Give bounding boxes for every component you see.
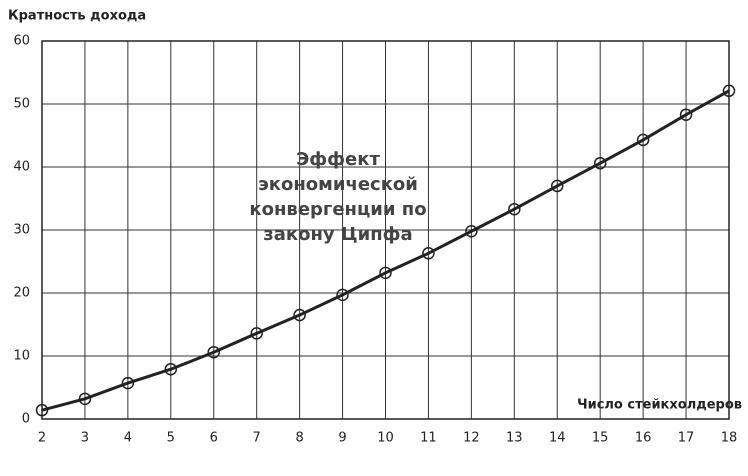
y-tick-label: 10 [13,349,30,364]
data-point [78,392,92,406]
x-tick-label: 9 [338,431,346,446]
data-point [551,179,564,193]
data-point [636,133,650,147]
annotation: закону Ципфа [263,224,412,245]
plot-border [41,40,730,420]
data-point [722,84,736,98]
data-point [508,202,521,216]
data-point [593,156,607,170]
data-point [35,403,49,417]
data-point [422,247,435,260]
y-axis-title: Кратность дохода [8,9,146,24]
x-axis-title: Число стейкхолдеров [577,398,742,413]
data-point [164,362,178,376]
x-tick-label: 3 [81,431,89,446]
x-tick-label: 2 [38,431,46,446]
x-tick-label: 12 [463,431,480,446]
x-tick-label: 17 [678,431,695,446]
x-tick-label: 5 [167,431,175,446]
y-tick-label: 50 [13,97,30,112]
data-point [379,266,392,280]
data-point [207,345,220,359]
x-tick-label: 4 [124,431,132,446]
y-tick-label: 30 [13,223,30,238]
x-tick-label: 6 [210,431,218,446]
x-tick-label: 16 [635,431,652,446]
x-tick-label: 13 [506,431,523,446]
y-tick-label: 0 [22,412,30,427]
data-point [250,327,263,340]
x-tick-label: 18 [721,431,738,446]
y-tick-label: 20 [13,286,30,301]
x-tick-label: 14 [549,431,566,446]
data-line [41,89,730,412]
data-point [121,376,135,390]
annotation: конвергенции по [249,199,426,220]
data-point [336,288,349,302]
data-point [679,108,693,121]
data-point [465,225,478,238]
y-tick-label: 60 [13,34,30,49]
x-tick-label: 11 [420,431,437,446]
annotation: экономической [258,174,418,195]
annotation: Эффект [296,149,380,170]
data-point [293,308,306,322]
x-tick-label: 15 [592,431,609,446]
x-tick-label: 10 [377,431,394,446]
x-tick-label: 7 [253,431,261,446]
x-tick-label: 8 [295,431,303,446]
y-tick-label: 40 [13,160,30,175]
